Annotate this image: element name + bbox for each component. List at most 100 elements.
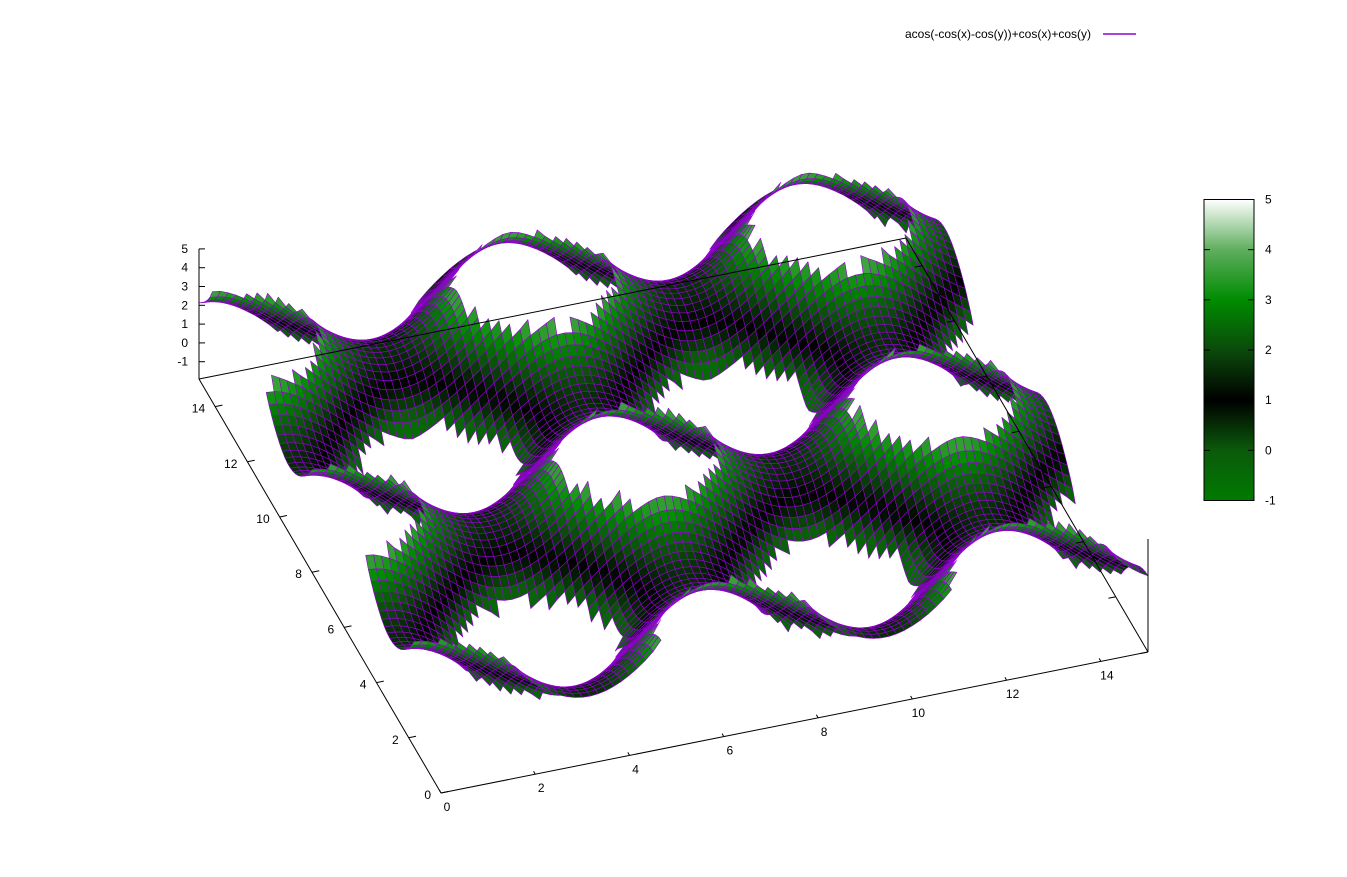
surface-facet (1046, 493, 1058, 512)
y-tick-mark-mirror (1011, 430, 1020, 434)
surface-facet (652, 613, 664, 628)
colorbox-tick-label: 2 (1265, 343, 1272, 357)
z-tick-label: 0 (181, 336, 188, 350)
surface-facet (467, 600, 479, 619)
colorbox-gradient (1203, 199, 1255, 501)
surface-facet (373, 427, 385, 447)
y-tick-mark-mirror (1140, 651, 1149, 654)
colorbox-tick-label: 4 (1265, 243, 1272, 257)
surface-facet (744, 210, 756, 226)
surface-facet (671, 369, 683, 390)
legend: acos(-cos(x)-cos(y))+cos(x)+cos(y) (905, 27, 1136, 41)
y-tick-mark (279, 515, 288, 518)
y-tick-label: 0 (424, 788, 431, 802)
surface-facet (457, 613, 469, 633)
surface-facet (962, 307, 974, 326)
surface-facet (779, 537, 791, 555)
z-tick-label: 3 (181, 280, 188, 294)
x-tick-label: 12 (1006, 687, 1020, 701)
y-tick-label: 2 (392, 733, 399, 747)
surface-facet (744, 224, 756, 241)
surface-facet (769, 182, 782, 196)
x-tick-mark (1004, 676, 1008, 681)
legend-entry-label: acos(-cos(x)-cos(y))+cos(x)+cos(y) (905, 27, 1091, 41)
y-tick-label: 14 (192, 402, 206, 416)
surface-facet (945, 560, 957, 574)
y-tick-mark (376, 680, 384, 684)
y-tick-mark-mirror (1108, 596, 1116, 599)
right-edge-line (905, 237, 1149, 653)
y-tick-label: 4 (360, 678, 367, 692)
y-tick-mark-mirror (914, 265, 923, 268)
y-tick-mark-mirror (1043, 485, 1052, 489)
z-tick-label: -1 (177, 355, 188, 369)
surface-facet (940, 585, 952, 600)
x-tick-label: 6 (726, 744, 733, 758)
surface-facet (680, 586, 693, 599)
surface-facet (750, 561, 762, 582)
x-tick-mark (910, 695, 913, 700)
surface-facet (657, 605, 669, 621)
y-tick-label: 12 (224, 457, 238, 471)
y-tick-mark (247, 459, 255, 463)
z-tick-label: 2 (181, 298, 188, 312)
surface-facet (471, 244, 483, 257)
surface-facet (462, 607, 474, 627)
surface-facet (453, 262, 465, 275)
y-tick-label: 6 (328, 622, 335, 636)
x-tick-mark (438, 789, 442, 794)
x-tick-mark (627, 752, 630, 756)
surface-facet (765, 542, 778, 561)
surface-facet (746, 206, 758, 220)
surface-facet (555, 434, 567, 448)
y-tick-mark (408, 735, 417, 739)
surface-facet (755, 555, 767, 578)
surface-facet (550, 441, 562, 455)
x-tick-label: 8 (821, 725, 828, 739)
y-tick-mark (440, 791, 449, 794)
surface-facet (885, 347, 897, 360)
colorbox-tick-label: 0 (1265, 443, 1272, 457)
surface-facet (447, 269, 460, 282)
surface-facet (1137, 568, 1149, 577)
surface-facet (650, 636, 662, 652)
surface-facet (586, 408, 598, 421)
y-tick-mark-mirror (946, 320, 955, 323)
surface-facet (941, 332, 953, 351)
x-tick-label: 14 (1100, 668, 1114, 682)
y-tick-label: 8 (295, 567, 302, 581)
x-tick-mark (815, 714, 819, 719)
surface-facet (649, 619, 662, 635)
back-edge-line (198, 237, 907, 380)
x-tick-label: 0 (444, 800, 451, 814)
surface-facet (945, 571, 958, 587)
colorbox-tick-label: 3 (1265, 293, 1272, 307)
x-tick-label: 10 (912, 706, 926, 720)
y-tick-mark (215, 404, 223, 408)
surface-facet (360, 430, 372, 449)
x-tick-mark (533, 770, 536, 775)
y-tick-mark-mirror (979, 375, 987, 378)
surface-facet (957, 314, 969, 336)
surface-facet (488, 597, 500, 619)
surface-facet (445, 275, 457, 288)
surface-facet (948, 555, 960, 568)
colorbox-tick-label: 1 (1265, 393, 1272, 407)
surface-facet (946, 327, 959, 348)
surface-mesh (198, 172, 1149, 700)
surface-facet (760, 549, 773, 571)
surface-facet (843, 398, 855, 412)
x-tick-label: 4 (632, 762, 639, 776)
surface-facet (745, 566, 757, 585)
surface-facet (979, 523, 991, 538)
colorbox-tick-label: 5 (1265, 193, 1272, 207)
surface-facet (658, 372, 670, 392)
z-tick-label: 5 (181, 242, 188, 256)
surface-facet (547, 448, 559, 462)
x-axis-line (440, 651, 1149, 794)
x-tick-mark (721, 733, 725, 737)
surface-facet (352, 452, 364, 476)
